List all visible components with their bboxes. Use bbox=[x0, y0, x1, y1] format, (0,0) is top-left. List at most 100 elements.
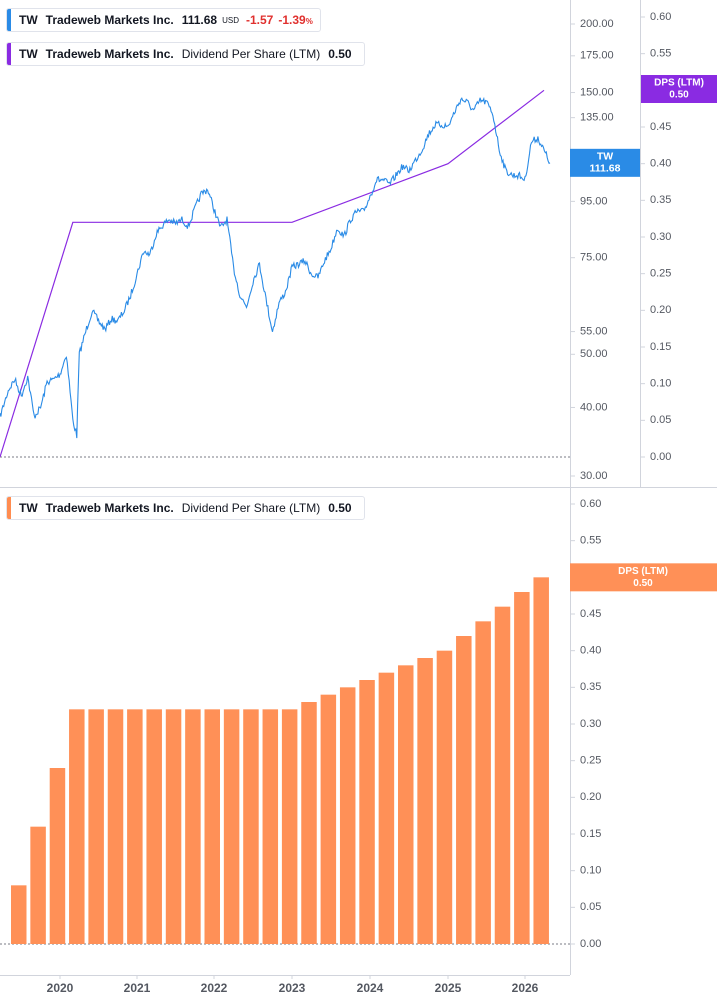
dps-axis-label: 0.30 bbox=[650, 231, 671, 243]
price-badge bbox=[570, 148, 640, 177]
time-axis-label: 2022 bbox=[201, 981, 228, 995]
legend-price-change-pct-value: -1.39 bbox=[278, 13, 306, 27]
dps-axis-label: 0.25 bbox=[650, 268, 671, 280]
dps-bottom-badge bbox=[570, 563, 717, 592]
dps-bar bbox=[301, 702, 317, 944]
dps-axis-label: 0.40 bbox=[650, 158, 671, 170]
legend-price-change: -1.57 bbox=[246, 13, 274, 27]
dps-axis-label: 0.20 bbox=[650, 304, 671, 316]
bar-axis-label: 0.55 bbox=[580, 535, 601, 547]
dps-bar bbox=[533, 577, 549, 944]
price-axis-label: 175.00 bbox=[580, 50, 614, 62]
price-axis-label: 200.00 bbox=[580, 18, 614, 30]
dps-axis-label: 0.00 bbox=[650, 451, 671, 463]
price-axis-label: 40.00 bbox=[580, 401, 608, 413]
legend-price-swatch bbox=[7, 9, 11, 31]
price-axis-label: 135.00 bbox=[580, 112, 614, 124]
dps-bar bbox=[146, 709, 162, 944]
dps-top-badge-value: 0.50 bbox=[669, 90, 689, 101]
legend-price-symbol: TW bbox=[19, 13, 38, 27]
dps-bar bbox=[378, 672, 395, 944]
price-line-series bbox=[0, 96, 551, 439]
dps-bar bbox=[436, 650, 453, 944]
dps-bar bbox=[165, 709, 182, 944]
dps-bar bbox=[69, 709, 85, 944]
price-axis-label: 75.00 bbox=[580, 252, 608, 264]
dps-bar bbox=[417, 658, 433, 944]
legend-dps-top[interactable]: TW Tradeweb Markets Inc. Dividend Per Sh… bbox=[6, 42, 365, 66]
dps-bar bbox=[49, 768, 66, 944]
dps-bar bbox=[281, 709, 298, 944]
dps-bar bbox=[11, 885, 27, 944]
bar-axis-label: 0.30 bbox=[580, 718, 601, 730]
price-badge-value: 111.68 bbox=[590, 163, 621, 175]
legend-price-currency: USD bbox=[222, 15, 239, 25]
time-axis-label: 2025 bbox=[435, 981, 462, 995]
price-axis-label: 95.00 bbox=[580, 195, 608, 207]
bar-axis-label: 0.60 bbox=[580, 498, 601, 510]
dps-bar bbox=[88, 709, 104, 944]
legend-price[interactable]: TW Tradeweb Markets Inc. 111.68 USD -1.5… bbox=[6, 8, 321, 32]
dps-bar bbox=[494, 606, 511, 944]
bar-axis-label: 0.05 bbox=[580, 901, 601, 913]
bar-axis-label: 0.25 bbox=[580, 755, 601, 767]
dps-bar bbox=[223, 709, 240, 944]
time-axis-label: 2021 bbox=[124, 981, 151, 995]
bar-axis-label: 0.45 bbox=[580, 608, 601, 620]
price-axis-label: 50.00 bbox=[580, 348, 608, 360]
price-axis-label: 55.00 bbox=[580, 325, 608, 337]
dps-bar bbox=[127, 709, 143, 944]
legend-price-value: 111.68 bbox=[181, 13, 218, 27]
dps-axis-label: 0.55 bbox=[650, 48, 671, 60]
dps-bar bbox=[475, 621, 491, 944]
bar-axis-label: 0.00 bbox=[580, 938, 601, 950]
dps-bottom-badge-title: DPS (LTM) bbox=[618, 566, 668, 577]
dps-bar bbox=[107, 709, 124, 944]
dps-bar bbox=[204, 709, 220, 944]
dps-bar bbox=[320, 694, 337, 944]
legend-dps-top-swatch bbox=[7, 43, 11, 65]
legend-dps-bottom-symbol: TW bbox=[19, 501, 38, 515]
dps-bar bbox=[359, 680, 375, 944]
dps-axis-label: 0.45 bbox=[650, 121, 671, 133]
legend-dps-top-metric: Dividend Per Share (LTM) bbox=[181, 47, 321, 61]
bar-axis-label: 0.15 bbox=[580, 828, 601, 840]
dps-bar bbox=[243, 709, 259, 944]
dps-top-badge bbox=[641, 75, 717, 103]
bar-axis-label: 0.40 bbox=[580, 645, 601, 657]
dps-bar bbox=[262, 709, 279, 944]
legend-price-name: Tradeweb Markets Inc. bbox=[45, 13, 174, 27]
dps-axis-label: 0.35 bbox=[650, 194, 671, 206]
legend-dps-top-name: Tradeweb Markets Inc. bbox=[45, 47, 174, 61]
time-axis-label: 2020 bbox=[47, 981, 74, 995]
legend-dps-bottom[interactable]: TW Tradeweb Markets Inc. Dividend Per Sh… bbox=[6, 496, 365, 520]
legend-dps-bottom-name: Tradeweb Markets Inc. bbox=[45, 501, 174, 515]
time-axis-label: 2024 bbox=[357, 981, 384, 995]
legend-price-pct-sign: % bbox=[305, 17, 313, 26]
dps-axis-label: 0.05 bbox=[650, 414, 671, 426]
dps-axis-label: 0.60 bbox=[650, 11, 671, 23]
dps-line-series bbox=[0, 89, 545, 458]
price-badge-symbol: TW bbox=[597, 151, 613, 163]
dps-top-badge-title: DPS (LTM) bbox=[654, 78, 704, 89]
bar-axis-label: 0.20 bbox=[580, 791, 601, 803]
dps-bar bbox=[398, 665, 414, 944]
dps-bar bbox=[456, 636, 472, 944]
dps-bar bbox=[514, 592, 530, 944]
legend-dps-bottom-swatch bbox=[7, 497, 11, 519]
legend-dps-top-symbol: TW bbox=[19, 47, 38, 61]
legend-dps-top-value: 0.50 bbox=[328, 47, 352, 61]
dps-bar bbox=[339, 687, 356, 944]
bar-axis-label: 0.10 bbox=[580, 865, 601, 877]
dps-bar bbox=[185, 709, 201, 944]
legend-dps-bottom-value: 0.50 bbox=[328, 501, 352, 515]
time-axis-label: 2026 bbox=[512, 981, 539, 995]
bar-axis-label: 0.35 bbox=[580, 681, 601, 693]
dps-bar bbox=[30, 826, 46, 944]
dps-axis-label: 0.10 bbox=[650, 378, 671, 390]
dps-axis-label: 0.15 bbox=[650, 341, 671, 353]
price-axis-label: 150.00 bbox=[580, 86, 614, 98]
legend-dps-bottom-metric: Dividend Per Share (LTM) bbox=[181, 501, 321, 515]
